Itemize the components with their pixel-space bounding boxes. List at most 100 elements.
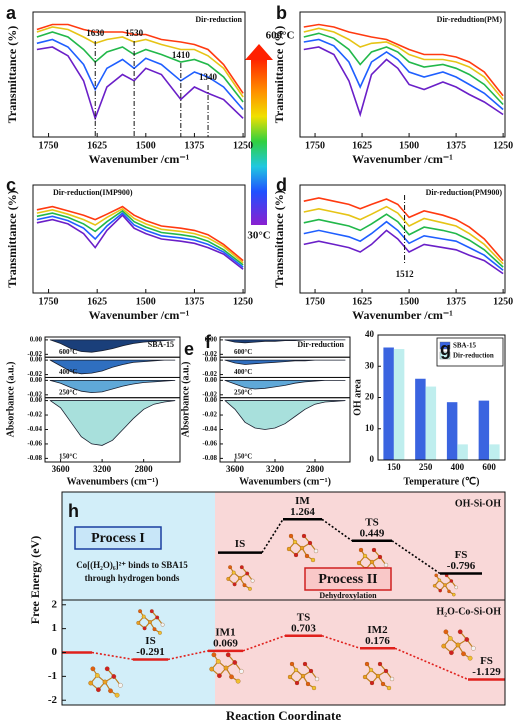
y-tick-label: 0: [370, 454, 375, 464]
molecule-atom: [383, 668, 389, 674]
y-axis-label: Transmittance (%): [5, 26, 19, 123]
molecule-atom: [437, 578, 442, 582]
spectrum-line: [303, 205, 504, 265]
connector: [91, 651, 134, 661]
molecule-atom: [305, 681, 311, 687]
y-axis-label: Transmittance (%): [272, 26, 286, 123]
y-tick-label: -0.02: [202, 390, 217, 398]
x-tick-label: 1500: [399, 140, 419, 151]
x-tick-label: 1250: [493, 296, 513, 307]
colorbar-arrow: [245, 44, 273, 60]
process-background: [62, 492, 215, 705]
spectrum-line: [36, 212, 244, 268]
y-axis-label: Free Energy (eV): [28, 536, 42, 624]
x-tick-label: 3200: [266, 464, 285, 474]
molecule-atom: [362, 553, 368, 559]
panel-letter: h: [68, 501, 79, 521]
molecule-atom: [226, 576, 231, 581]
process-box: [304, 567, 392, 591]
panel-letter: f: [205, 332, 212, 352]
y-tick-label: 30: [365, 360, 375, 370]
spectrum-line: [36, 23, 244, 94]
panel-letter: b: [276, 3, 287, 23]
molecule-atom: [438, 588, 442, 593]
molecule-atom: [217, 673, 222, 679]
spectrum-line: [303, 23, 504, 97]
panel-letter: a: [6, 3, 17, 23]
x-tick-label: 3600: [52, 464, 71, 474]
molecule-atom: [141, 614, 146, 619]
x-tick-label: 1750: [39, 296, 59, 307]
connector: [167, 650, 209, 661]
spectrum-line: [303, 27, 504, 101]
molecule-atom: [294, 680, 300, 686]
y-tick-label: -0.02: [27, 390, 42, 398]
molecule-atom: [229, 674, 234, 680]
molecule-atom: [149, 609, 154, 614]
bar: [489, 444, 500, 460]
molecule-atom: [239, 565, 244, 570]
y-tick-label: 2: [52, 598, 58, 610]
absorbance-area: [224, 379, 346, 390]
plot-frame: [32, 184, 246, 294]
molecule-atom: [225, 652, 231, 658]
energy-label: 0.176: [365, 635, 390, 647]
spectrum-line: [36, 31, 244, 103]
spectrum-line: [36, 209, 244, 266]
absorbance-area: [224, 359, 346, 365]
molecule-atom: [90, 666, 96, 672]
molecule-atom: [142, 626, 147, 631]
molecule-atom: [432, 584, 437, 588]
state-label: TS: [365, 516, 378, 528]
x-axis-label: Wavenumber /cm⁻¹: [352, 152, 453, 166]
molecule-atom: [449, 650, 454, 656]
process-text: through hydrogen bonds: [85, 573, 180, 583]
molecule-atom: [293, 552, 299, 558]
molecule-atom: [108, 688, 113, 694]
process-box: [74, 526, 162, 550]
x-tick-label: 1750: [305, 140, 325, 151]
energy-label: 0.703: [291, 622, 316, 634]
y-tick-label: 0.00: [30, 335, 43, 343]
molecule-atom: [447, 589, 451, 594]
molecule-atom: [245, 571, 250, 576]
y-tick-label: -0.06: [27, 440, 42, 448]
molecule-atom: [434, 573, 438, 578]
molecule-atom: [111, 674, 117, 679]
process-title: Process I: [91, 531, 145, 546]
x-tick-label: 1375: [184, 140, 204, 151]
x-axis-label: Wavenumbers (cm⁻¹): [239, 476, 331, 487]
molecule-atom: [138, 609, 143, 614]
x-axis-label: Wavenumber /cm⁻¹: [89, 308, 190, 322]
x-tick-label: 1375: [446, 140, 466, 151]
molecule-atom: [155, 615, 160, 620]
x-tick-label: 1375: [184, 296, 204, 307]
y-tick-label: 0.00: [30, 396, 43, 404]
bar: [446, 402, 458, 460]
y-tick-label: 40: [365, 329, 375, 339]
molecule-atom: [94, 673, 100, 678]
y-tick-label: 0.00: [205, 376, 218, 384]
state-label: IM2: [367, 624, 388, 636]
absorbance-area: [49, 379, 176, 394]
molecule-atom: [383, 562, 389, 568]
x-tick-label: 2800: [135, 464, 154, 474]
bar: [478, 400, 490, 460]
y-tick-label: 1: [52, 622, 58, 634]
subplot-label: 150°C: [59, 453, 77, 461]
spectrum-line: [303, 213, 504, 268]
molecule-atom: [455, 642, 461, 648]
molecule-atom: [368, 667, 374, 673]
x-tick-label: 1500: [136, 296, 156, 307]
x-tick-label: 1625: [87, 140, 107, 151]
colorbar-bottom-label: 30°C: [247, 230, 270, 242]
x-tick-label: 3200: [93, 464, 112, 474]
process-title: Process II: [318, 572, 377, 587]
molecule-atom: [300, 673, 306, 679]
molecule-atom: [471, 645, 476, 651]
x-tick-label: 1625: [87, 296, 107, 307]
y-axis-label: Absorbance (a.u.): [5, 362, 16, 438]
panel-letter: e: [184, 339, 194, 359]
y-tick-label: -0.06: [202, 440, 217, 448]
